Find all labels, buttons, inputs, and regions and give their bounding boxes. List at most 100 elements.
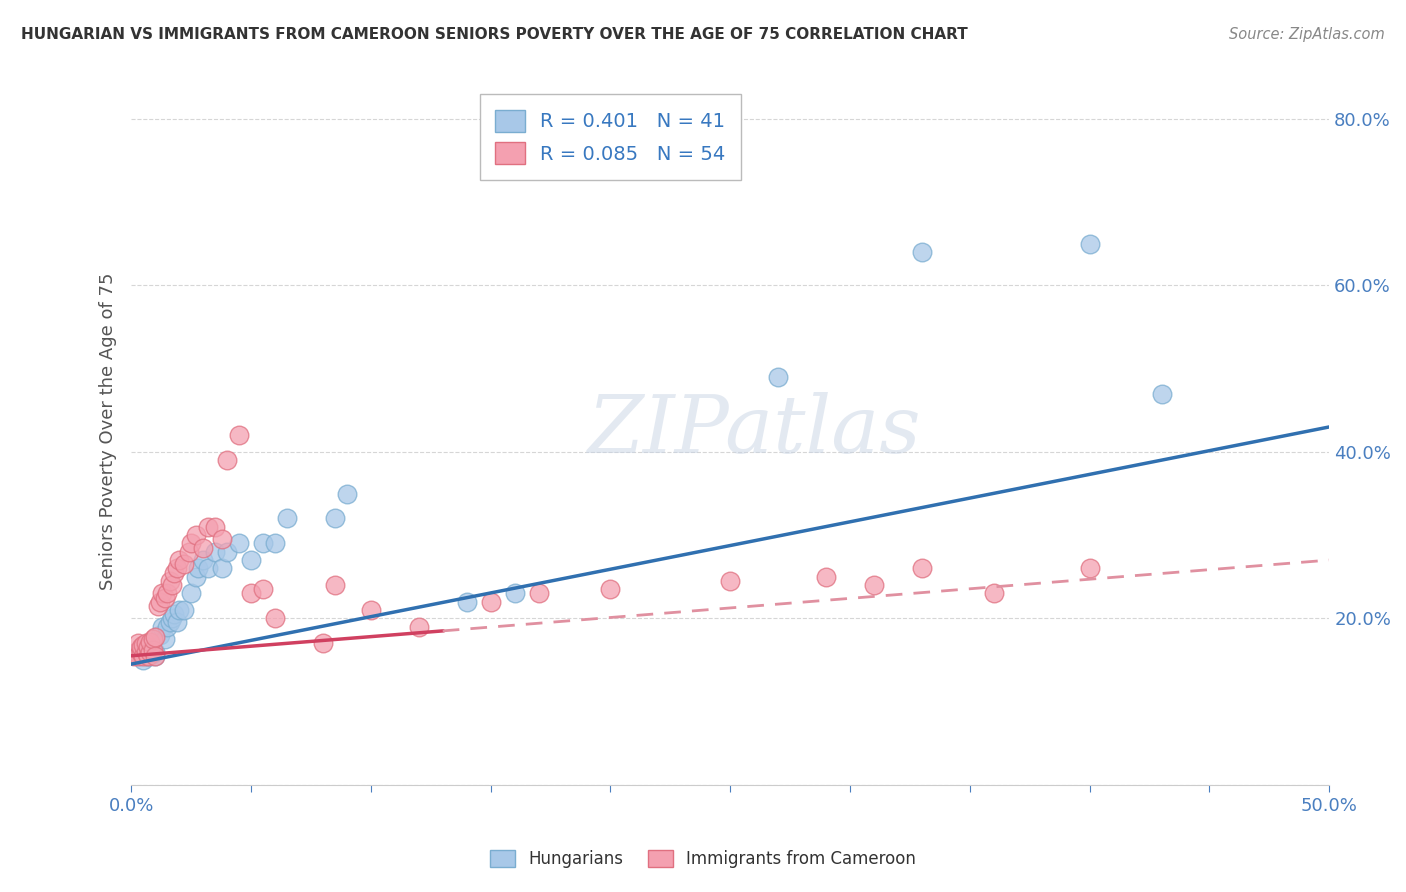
Point bbox=[599, 582, 621, 597]
Point bbox=[173, 558, 195, 572]
Legend: Hungarians, Immigrants from Cameroon: Hungarians, Immigrants from Cameroon bbox=[484, 843, 922, 875]
Point bbox=[264, 536, 287, 550]
Point bbox=[1078, 561, 1101, 575]
Point bbox=[135, 645, 157, 659]
Point bbox=[136, 648, 159, 663]
Point bbox=[132, 653, 155, 667]
Point bbox=[143, 648, 166, 663]
Point bbox=[167, 553, 190, 567]
Point bbox=[127, 648, 149, 663]
Point bbox=[136, 640, 159, 655]
Point bbox=[191, 541, 214, 555]
Point bbox=[146, 599, 169, 613]
Text: Source: ZipAtlas.com: Source: ZipAtlas.com bbox=[1229, 27, 1385, 42]
Point bbox=[360, 603, 382, 617]
Point bbox=[127, 636, 149, 650]
Point bbox=[312, 636, 335, 650]
Point bbox=[503, 586, 526, 600]
Point bbox=[252, 536, 274, 550]
Point bbox=[129, 640, 152, 655]
Point bbox=[408, 620, 430, 634]
Point bbox=[177, 545, 200, 559]
Point bbox=[863, 578, 886, 592]
Point bbox=[160, 611, 183, 625]
Point bbox=[252, 582, 274, 597]
Point bbox=[228, 536, 250, 550]
Point bbox=[323, 578, 346, 592]
Point bbox=[156, 620, 179, 634]
Point bbox=[135, 648, 157, 663]
Point bbox=[1150, 386, 1173, 401]
Text: HUNGARIAN VS IMMIGRANTS FROM CAMEROON SENIORS POVERTY OVER THE AGE OF 75 CORRELA: HUNGARIAN VS IMMIGRANTS FROM CAMEROON SE… bbox=[21, 27, 967, 42]
Point bbox=[204, 545, 226, 559]
Point bbox=[815, 570, 838, 584]
Point bbox=[149, 628, 172, 642]
Point bbox=[166, 561, 188, 575]
Point bbox=[127, 645, 149, 659]
Point bbox=[766, 370, 789, 384]
Point bbox=[479, 595, 502, 609]
Point bbox=[211, 561, 233, 575]
Point bbox=[135, 645, 157, 659]
Point bbox=[323, 511, 346, 525]
Point bbox=[240, 553, 263, 567]
Point bbox=[911, 561, 934, 575]
Point bbox=[217, 453, 239, 467]
Point bbox=[142, 646, 165, 660]
Point bbox=[139, 645, 162, 659]
Point bbox=[122, 648, 145, 663]
Point bbox=[217, 545, 239, 559]
Point bbox=[167, 603, 190, 617]
Point bbox=[143, 630, 166, 644]
Point bbox=[173, 603, 195, 617]
Point bbox=[139, 648, 162, 663]
Point bbox=[180, 536, 202, 550]
Point bbox=[228, 428, 250, 442]
Point bbox=[191, 553, 214, 567]
Point bbox=[159, 574, 181, 588]
Point bbox=[153, 591, 176, 605]
Point bbox=[180, 586, 202, 600]
Point bbox=[163, 607, 186, 622]
Point bbox=[129, 646, 152, 660]
Point bbox=[197, 561, 219, 575]
Point bbox=[159, 615, 181, 630]
Point bbox=[184, 570, 207, 584]
Point bbox=[143, 648, 166, 663]
Point bbox=[149, 595, 172, 609]
Point bbox=[136, 648, 159, 663]
Point bbox=[143, 645, 166, 659]
Point bbox=[197, 520, 219, 534]
Point bbox=[152, 620, 174, 634]
Point bbox=[152, 586, 174, 600]
Text: ZIPatlas: ZIPatlas bbox=[588, 392, 921, 470]
Point bbox=[139, 634, 162, 648]
Point bbox=[142, 643, 165, 657]
Point bbox=[527, 586, 550, 600]
Point bbox=[132, 648, 155, 663]
Point bbox=[153, 632, 176, 647]
Point bbox=[911, 245, 934, 260]
Point bbox=[336, 486, 359, 500]
Point bbox=[125, 645, 148, 659]
Point bbox=[983, 586, 1005, 600]
Point bbox=[204, 520, 226, 534]
Point bbox=[187, 561, 209, 575]
Point bbox=[1078, 236, 1101, 251]
Point bbox=[166, 615, 188, 630]
Point bbox=[132, 638, 155, 652]
Point bbox=[184, 528, 207, 542]
Point bbox=[456, 595, 478, 609]
Point bbox=[135, 636, 157, 650]
Point bbox=[240, 586, 263, 600]
Point bbox=[211, 533, 233, 547]
Point bbox=[156, 586, 179, 600]
Point bbox=[160, 578, 183, 592]
Point bbox=[276, 511, 298, 525]
Point bbox=[163, 566, 186, 580]
Point bbox=[142, 632, 165, 647]
Point bbox=[718, 574, 741, 588]
Point bbox=[264, 611, 287, 625]
Y-axis label: Seniors Poverty Over the Age of 75: Seniors Poverty Over the Age of 75 bbox=[100, 272, 117, 590]
Legend: R = 0.401   N = 41, R = 0.085   N = 54: R = 0.401 N = 41, R = 0.085 N = 54 bbox=[479, 95, 741, 180]
